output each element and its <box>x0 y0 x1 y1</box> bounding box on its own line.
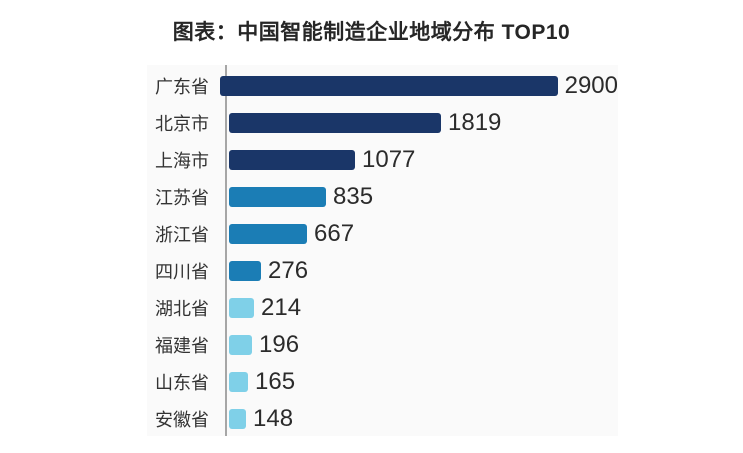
bar <box>229 149 355 170</box>
plot-area: 广东省 2900 北京市 1819 上海市 1077 <box>147 65 618 436</box>
bar <box>229 297 254 318</box>
bar <box>229 334 252 355</box>
bar-row: 福建省 196 <box>147 326 618 363</box>
bar <box>229 223 307 244</box>
category-label: 湖北省 <box>155 298 209 319</box>
category-label: 江苏省 <box>155 187 209 208</box>
value-label: 2900 <box>564 71 618 99</box>
bar-rows: 广东省 2900 北京市 1819 上海市 1077 <box>147 67 618 437</box>
bar-row: 山东省 165 <box>147 363 618 400</box>
bar-row: 湖北省 214 <box>147 289 618 326</box>
bar-track: 2900 <box>210 67 618 104</box>
category-label: 福建省 <box>155 335 209 356</box>
bar-track: 1819 <box>219 104 618 141</box>
chart-title: 图表：中国智能制造企业地域分布 TOP10 <box>172 21 571 44</box>
category-label: 浙江省 <box>155 224 209 245</box>
bar-row: 四川省 276 <box>147 252 618 289</box>
bar <box>229 260 261 281</box>
bar-track: 667 <box>219 215 618 252</box>
bar-row: 浙江省 667 <box>147 215 618 252</box>
bar <box>219 75 558 96</box>
bar-track: 1077 <box>219 141 618 178</box>
bar-track: 835 <box>219 178 618 215</box>
value-label: 667 <box>314 219 355 247</box>
value-label: 165 <box>255 367 296 395</box>
value-label: 148 <box>253 404 294 432</box>
category-label: 山东省 <box>155 372 209 393</box>
bar-row: 广东省 2900 <box>147 67 618 104</box>
bar-row: 北京市 1819 <box>147 104 618 141</box>
y-axis-line <box>225 65 227 436</box>
bar <box>229 408 246 429</box>
value-label: 214 <box>261 293 302 321</box>
value-label: 276 <box>268 256 309 284</box>
bar <box>229 186 326 207</box>
value-label: 1819 <box>448 108 502 136</box>
category-label: 北京市 <box>155 113 209 134</box>
category-label: 安徽省 <box>155 409 209 430</box>
bar-track: 214 <box>219 289 618 326</box>
bar-track: 276 <box>219 252 618 289</box>
value-label: 835 <box>333 182 374 210</box>
bar-track: 148 <box>219 400 618 437</box>
bar-row: 江苏省 835 <box>147 178 618 215</box>
bar <box>229 112 441 133</box>
bar-row: 上海市 1077 <box>147 141 618 178</box>
category-label: 广东省 <box>155 76 209 97</box>
category-label: 上海市 <box>155 150 209 171</box>
value-label: 1077 <box>362 145 416 173</box>
bar <box>229 371 248 392</box>
category-label: 四川省 <box>155 261 209 282</box>
bar-row: 安徽省 148 <box>147 400 618 437</box>
bar-track: 196 <box>219 326 618 363</box>
bar-track: 165 <box>219 363 618 400</box>
value-label: 196 <box>259 330 300 358</box>
